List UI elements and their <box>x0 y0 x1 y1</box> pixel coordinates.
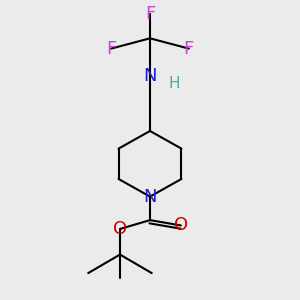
Text: O: O <box>174 216 188 234</box>
Text: F: F <box>184 40 194 58</box>
Text: F: F <box>145 5 155 23</box>
Text: N: N <box>143 67 157 85</box>
Text: F: F <box>106 40 116 58</box>
Text: H: H <box>168 76 180 91</box>
Text: N: N <box>143 188 157 206</box>
Text: O: O <box>113 220 127 238</box>
